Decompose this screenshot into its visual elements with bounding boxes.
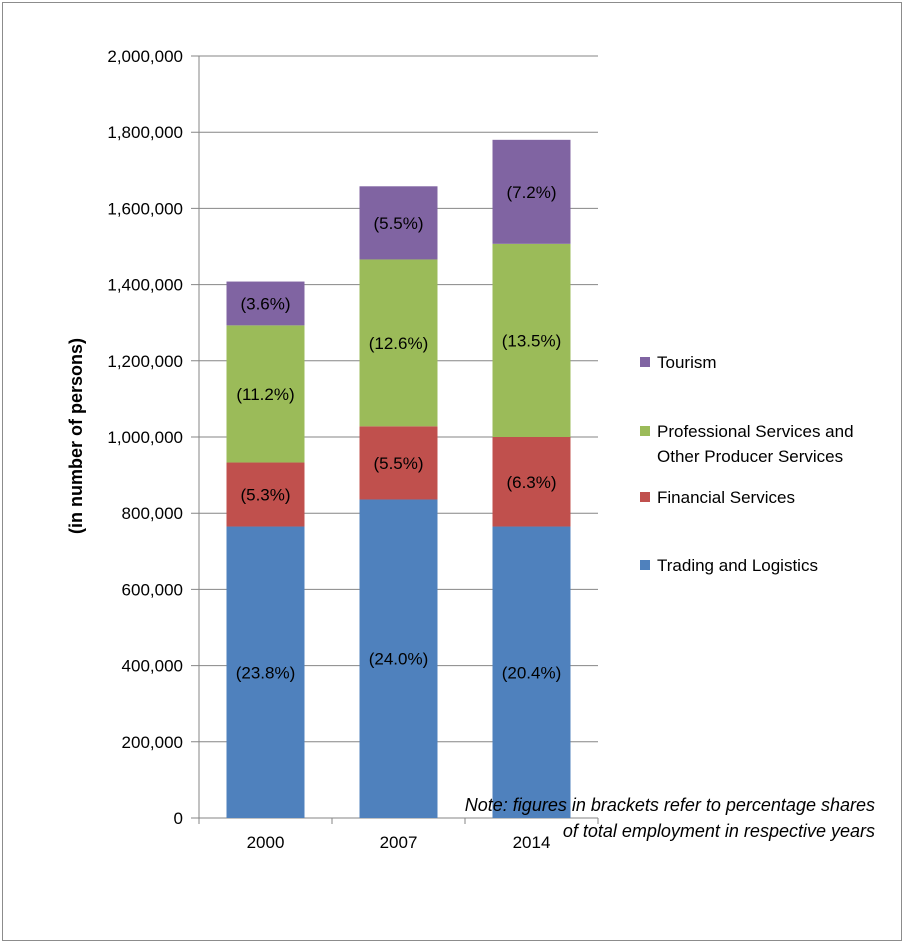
- y-axis-label: (in number of persons): [66, 338, 86, 534]
- y-tick-label: 1,000,000: [107, 428, 183, 447]
- legend-swatch: [640, 426, 650, 436]
- data-label: (5.5%): [373, 454, 423, 473]
- data-label: (23.8%): [236, 663, 296, 682]
- data-label: (5.5%): [373, 214, 423, 233]
- bar-segment: [226, 462, 305, 527]
- legend: Tourism Professional Services and Other Pr…: [640, 353, 854, 575]
- legend-swatch: [640, 357, 650, 367]
- y-tick-label: 600,000: [122, 580, 183, 599]
- y-tick-label: 0: [174, 809, 183, 828]
- legend-swatch: [640, 560, 650, 570]
- bar-segment: [226, 325, 305, 463]
- y-axis-ticks: 0 200,000 400,000 600,000 800,000 1,000,000 1,…: [107, 47, 183, 828]
- y-tick-label: 200,000: [122, 733, 183, 752]
- y-tick-label: 1,600,000: [107, 199, 183, 218]
- bar-segment: [492, 526, 571, 818]
- legend-swatch: [640, 492, 650, 502]
- legend-label: Other Producer Services: [657, 447, 843, 466]
- bar-segment: [492, 139, 571, 244]
- data-label: (11.2%): [236, 385, 294, 404]
- y-tick-label: 1,400,000: [107, 276, 183, 295]
- bar-segment: [359, 499, 438, 818]
- y-tick-label: 1,200,000: [107, 352, 183, 371]
- bar-segment: [226, 281, 305, 326]
- bar-segment: [359, 186, 438, 260]
- legend-label: Financial Services: [657, 488, 795, 507]
- x-tick-label: 2000: [247, 833, 285, 852]
- x-tick-label: 2007: [380, 833, 418, 852]
- data-label: (7.2%): [506, 183, 556, 202]
- bar-segment: [226, 526, 305, 818]
- bar-segment: [359, 259, 438, 427]
- data-label: (12.6%): [369, 334, 429, 353]
- y-tick-label: 1,800,000: [107, 123, 183, 142]
- data-label: (5.3%): [240, 486, 290, 505]
- legend-label: Tourism: [657, 353, 717, 372]
- data-label: (6.3%): [506, 473, 556, 492]
- chart-note: Note: figures in brackets refer to perce…: [315, 792, 875, 844]
- bar-segment: [359, 426, 438, 500]
- y-tick-label: 800,000: [122, 504, 183, 523]
- note-line-1: Note: figures in brackets refer to perce…: [464, 795, 875, 815]
- y-tick-label: 2,000,000: [107, 47, 183, 66]
- legend-label: Professional Services and: [657, 422, 854, 441]
- bar-segment: [492, 243, 571, 437]
- data-label: (20.4%): [502, 663, 562, 682]
- note-line-2: of total employment in respective years: [562, 821, 875, 841]
- legend-label: Trading and Logistics: [657, 556, 818, 575]
- bar-segment: [492, 437, 571, 527]
- data-label: (24.0%): [369, 650, 429, 669]
- x-axis-ticks: 2000 2007 2014: [198, 818, 599, 852]
- data-label: (13.5%): [502, 331, 562, 350]
- x-tick-label: 2014: [513, 833, 551, 852]
- y-tick-label: 400,000: [122, 657, 183, 676]
- bars: (23.8%) (5.3%) (11.2%) (3.6%) (24.0%) (5.5%) (…: [226, 139, 571, 818]
- data-label: (3.6%): [240, 294, 290, 313]
